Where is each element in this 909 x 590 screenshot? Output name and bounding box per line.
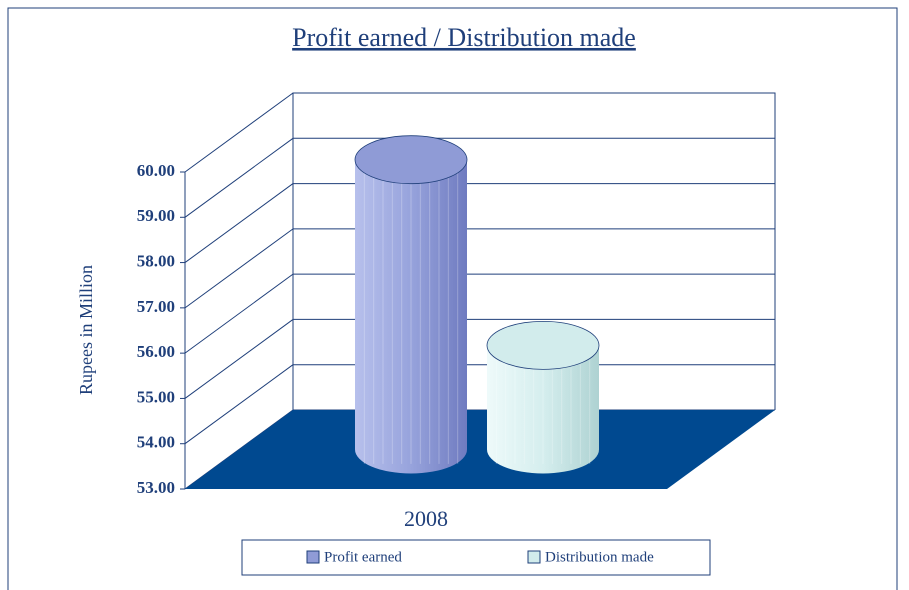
side-grid-line: [184, 92, 294, 173]
legend-label: Profit earned: [324, 549, 402, 565]
legend-label: Distribution made: [545, 549, 654, 565]
legend-swatch: [527, 550, 541, 564]
y-tick-label: 55.00: [137, 387, 175, 406]
cylinder-body: [355, 159, 467, 450]
y-tick-label: 56.00: [137, 342, 175, 361]
cylinder-top: [486, 320, 600, 370]
side-grid-line: [184, 137, 294, 218]
side-grid-line: [184, 319, 294, 399]
x-tick-label: 2008: [404, 506, 448, 531]
legend: [241, 539, 711, 576]
side-grid-line: [184, 273, 294, 354]
frame: [7, 7, 898, 590]
side-grid-line: [184, 364, 294, 445]
side-grid-line: [184, 183, 294, 263]
cylinder-top: [354, 135, 468, 185]
chart-title: Profit earned / Distribution made: [292, 23, 636, 52]
y-tick-label: 58.00: [137, 251, 175, 270]
y-tick-label: 54.00: [137, 433, 175, 452]
y-tick-label: 59.00: [137, 206, 175, 225]
y-tick-label: 60.00: [137, 161, 175, 180]
y-tick-label: 57.00: [137, 297, 175, 316]
side-grid-line: [184, 228, 294, 309]
y-axis-label: Rupees in Million: [76, 265, 96, 395]
y-tick-label: 53.00: [137, 478, 175, 497]
legend-swatch: [306, 550, 320, 564]
floor: [185, 410, 775, 489]
